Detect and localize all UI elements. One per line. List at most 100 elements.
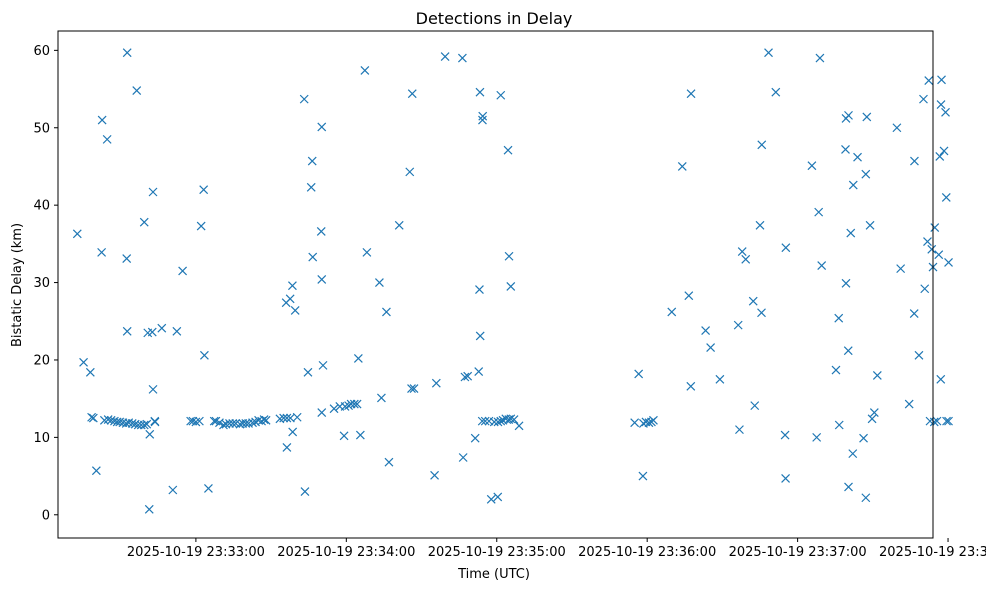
data-point-marker (892, 123, 902, 133)
data-point-marker (930, 223, 940, 233)
x-tick-label: 2025-10-19 23:36:00 (578, 545, 716, 560)
data-point-marker (504, 251, 514, 261)
data-point-marker (261, 415, 271, 425)
data-point-marker (853, 152, 862, 162)
y-tick-label: 0 (42, 508, 50, 523)
y-tick-label: 50 (33, 121, 50, 136)
data-point-marker (935, 151, 945, 161)
data-point-marker (172, 326, 182, 336)
y-tick-label: 10 (33, 431, 50, 446)
data-point-marker (941, 192, 951, 202)
data-point-marker (440, 52, 450, 61)
x-tick-label: 2025-10-19 23:38:00 (879, 545, 986, 560)
data-point-marker (102, 134, 112, 144)
data-point-marker (843, 346, 853, 356)
data-point-marker (936, 374, 946, 384)
data-point-marker (872, 371, 882, 380)
data-point-marker (480, 416, 490, 426)
data-point-marker (122, 254, 132, 263)
data-point-marker (929, 417, 939, 427)
data-point-marker (299, 94, 309, 104)
data-point-marker (407, 384, 416, 394)
data-point-marker (228, 419, 238, 428)
data-point-marker (706, 343, 716, 353)
data-point-marker (308, 252, 318, 262)
data-point-marker (844, 110, 853, 120)
data-point-marker (649, 415, 658, 425)
data-point-marker (470, 433, 480, 443)
data-point-marker (477, 416, 487, 426)
data-point-marker (463, 371, 473, 381)
data-point-marker (353, 353, 363, 363)
data-point-marker (282, 443, 292, 452)
data-point-marker (846, 228, 856, 238)
y-tick-label: 40 (33, 199, 50, 214)
data-point-marker (861, 169, 871, 179)
data-point-marker (474, 367, 484, 377)
data-point-marker (344, 401, 354, 411)
data-point-marker (735, 425, 744, 435)
data-point-marker (475, 87, 485, 97)
data-point-marker (630, 418, 640, 428)
data-point-marker (859, 433, 868, 443)
data-point-marker (339, 431, 349, 441)
data-point-marker (79, 357, 88, 367)
data-point-marker (932, 416, 942, 426)
data-points (72, 48, 953, 514)
data-point-marker (944, 258, 953, 267)
data-point-marker (478, 115, 487, 125)
data-point-marker (115, 417, 125, 427)
data-point-marker (927, 244, 937, 254)
data-point-marker (848, 180, 858, 190)
data-point-marker (188, 416, 198, 426)
data-point-marker (150, 417, 160, 427)
data-point-marker (145, 429, 155, 439)
x-tick-label: 2025-10-19 23:37:00 (729, 545, 867, 560)
data-point-marker (374, 278, 384, 287)
y-axis-ticks: 0 10 20 30 40 50 60 (33, 44, 58, 523)
data-point-marker (97, 247, 107, 257)
data-point-marker (219, 420, 228, 430)
data-point-marker (144, 504, 154, 514)
data-point-marker (924, 76, 934, 85)
data-point-marker (317, 122, 327, 132)
data-point-marker (132, 86, 142, 96)
data-point-marker (122, 326, 132, 336)
data-point-marker (292, 412, 302, 422)
x-tick-label: 2025-10-19 23:34:00 (277, 545, 415, 560)
data-point-marker (194, 416, 204, 426)
data-point-marker (191, 417, 201, 427)
data-point-marker (91, 466, 101, 476)
data-point-marker (944, 416, 953, 426)
data-point-marker (904, 399, 914, 409)
data-point-marker (318, 360, 328, 370)
data-point-marker (831, 365, 841, 375)
data-point-marker (122, 48, 132, 58)
data-point-marker (834, 420, 844, 430)
data-point-marker (475, 331, 485, 341)
data-point-marker (306, 182, 316, 192)
data-point-marker (834, 313, 844, 323)
data-point-marker (168, 485, 178, 495)
data-point-marker (701, 326, 711, 335)
data-point-marker (862, 112, 872, 122)
data-point-marker (340, 401, 350, 411)
data-point-marker (741, 254, 751, 264)
data-point-marker (914, 350, 924, 360)
data-point-marker (127, 419, 137, 428)
data-point-marker (841, 145, 850, 154)
data-point-marker (300, 487, 310, 496)
data-point-marker (199, 185, 209, 195)
data-point-marker (936, 100, 946, 109)
data-point-marker (812, 432, 822, 442)
data-point-marker (355, 430, 365, 440)
data-point-marker (486, 494, 496, 504)
data-point-marker (279, 413, 289, 423)
data-point-marker (148, 384, 158, 394)
data-point-marker (352, 399, 362, 409)
data-point-marker (919, 94, 928, 104)
data-point-marker (394, 220, 404, 230)
data-point-marker (869, 408, 879, 418)
data-point-marker (686, 381, 696, 391)
